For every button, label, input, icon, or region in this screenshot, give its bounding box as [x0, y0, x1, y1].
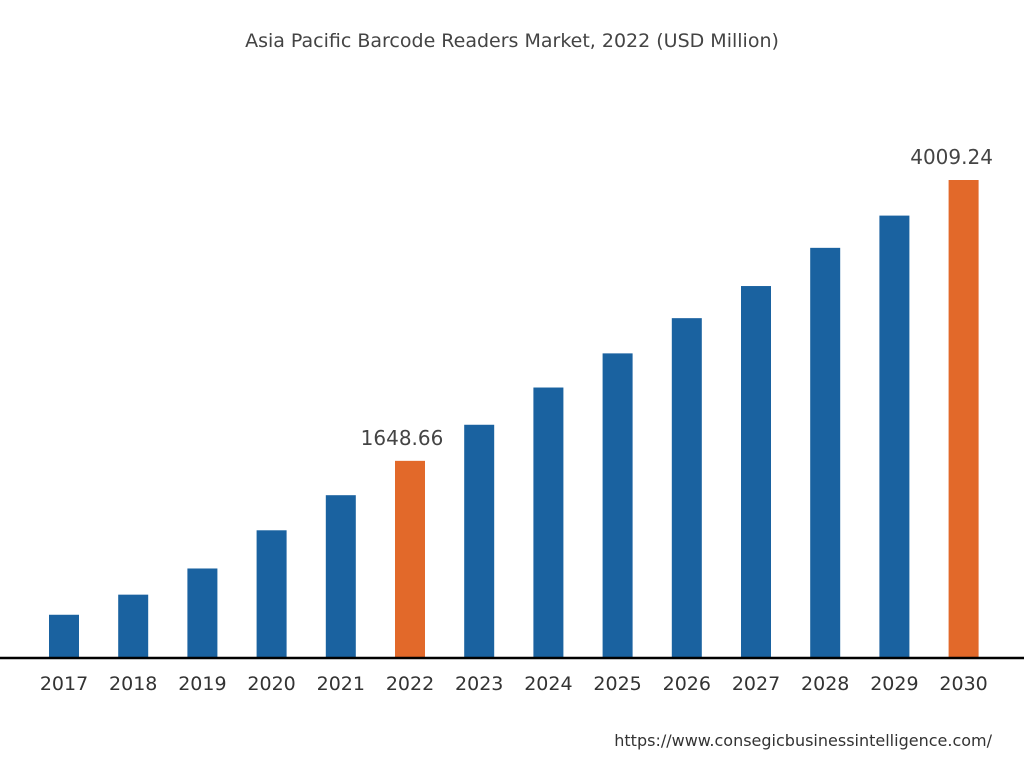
bar-2022: [395, 460, 425, 657]
x-tick-label: 2017: [40, 673, 88, 695]
x-tick-label: 2020: [247, 673, 295, 695]
bar-2029: [879, 215, 910, 658]
bar-2030: [948, 180, 979, 657]
x-tick-label: 2023: [455, 673, 503, 695]
bar-2025: [602, 353, 633, 657]
x-tick-label: 2025: [593, 673, 641, 695]
bar-2020: [256, 530, 287, 657]
x-tick-label: 2018: [109, 673, 157, 695]
source-link[interactable]: https://www.consegicbusinessintelligence…: [614, 731, 992, 750]
bar-2026: [671, 318, 702, 657]
x-tick-label: 2029: [870, 673, 918, 695]
x-tick-label: 2022: [386, 673, 434, 695]
x-tick-label: 2030: [939, 673, 987, 695]
data-label-2022: 1648.66: [361, 426, 444, 450]
x-tick-label: 2028: [801, 673, 849, 695]
x-tick-label: 2019: [178, 673, 226, 695]
bar-2018: [118, 594, 149, 657]
x-tick-label: 2027: [732, 673, 780, 695]
x-tick-label: 2026: [663, 673, 711, 695]
bar-2019: [187, 568, 218, 657]
x-tick-label: 2024: [524, 673, 572, 695]
x-tick-label: 2021: [317, 673, 365, 695]
data-label-2030: 4009.24: [910, 145, 993, 169]
bar-2024: [533, 387, 564, 657]
bar-2017: [49, 614, 79, 657]
bar-2023: [464, 424, 495, 657]
bar-2027: [741, 286, 771, 657]
chart-title: Asia Pacific Barcode Readers Market, 202…: [245, 30, 779, 52]
bar-2021: [325, 495, 356, 657]
bar-2028: [810, 247, 841, 657]
